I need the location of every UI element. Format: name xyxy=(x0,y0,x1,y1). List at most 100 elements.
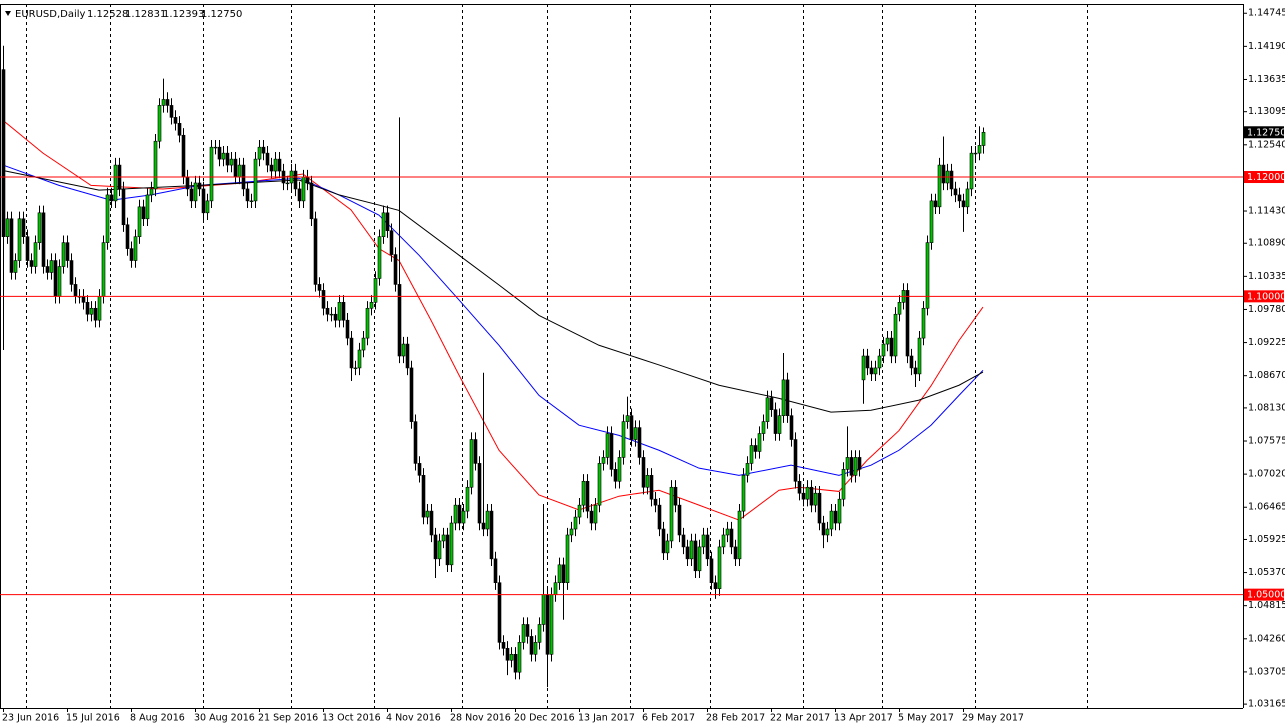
candle-body xyxy=(753,445,758,452)
candle-body xyxy=(981,131,986,146)
candle-body xyxy=(337,302,342,321)
candle-body xyxy=(425,510,430,518)
candle-body xyxy=(409,367,414,422)
candle-body xyxy=(501,642,506,649)
candle-body xyxy=(433,534,438,560)
candle-body xyxy=(885,337,890,345)
candle-body xyxy=(725,528,730,536)
candle-body xyxy=(225,152,230,166)
candle-body xyxy=(341,302,346,321)
candle-body xyxy=(913,367,918,375)
candle-body xyxy=(489,510,494,560)
candle-body xyxy=(921,307,926,339)
candle-body xyxy=(661,528,666,554)
low-label: 1.12393 xyxy=(163,9,204,20)
candle-body xyxy=(25,236,30,261)
candle-body xyxy=(477,463,482,524)
candle-body xyxy=(637,427,642,458)
price-label: 1.12750 xyxy=(1247,127,1285,138)
candle-body xyxy=(533,642,538,655)
y-tick-label: 1.09780 xyxy=(1248,304,1285,315)
candle-body xyxy=(505,648,510,661)
candle-body xyxy=(601,457,606,464)
menu-arrow[interactable] xyxy=(5,11,11,16)
candle-body xyxy=(961,200,966,208)
candle-body xyxy=(353,367,358,370)
candle-body xyxy=(21,218,26,237)
candle-body xyxy=(473,439,478,464)
candle-body xyxy=(461,510,466,524)
candle-body xyxy=(617,457,622,482)
candle-body xyxy=(397,284,402,357)
candle-body xyxy=(593,504,598,524)
candle-body xyxy=(173,117,178,124)
candle-body xyxy=(1,69,6,237)
candle-body xyxy=(817,492,822,524)
candle-body xyxy=(113,164,118,202)
candle-body xyxy=(493,558,498,584)
candle-body xyxy=(737,510,742,560)
symbol-label: EURUSD,Daily xyxy=(15,9,86,20)
candle-body xyxy=(485,510,490,530)
x-tick-label: 4 Nov 2016 xyxy=(386,713,441,724)
candle-body xyxy=(65,242,70,261)
candle-body xyxy=(429,510,434,536)
candle-body xyxy=(217,146,222,160)
candle-body xyxy=(325,307,330,315)
y-tick-label: 1.13635 xyxy=(1248,74,1285,85)
candle-body xyxy=(645,475,650,488)
candle-body xyxy=(389,230,394,255)
candle-body xyxy=(721,534,726,548)
y-tick-label: 1.12540 xyxy=(1248,139,1285,150)
candle-body xyxy=(665,540,670,554)
candle-body xyxy=(953,188,958,196)
candle-body xyxy=(301,176,306,202)
candle-body xyxy=(441,534,446,542)
candle-body xyxy=(749,445,754,464)
candle-body xyxy=(249,200,254,202)
candle-body xyxy=(221,152,226,160)
candle-body xyxy=(545,594,550,655)
candle-body xyxy=(541,594,546,625)
y-tick-label: 1.07575 xyxy=(1248,436,1285,447)
candle-body xyxy=(9,218,14,273)
candle-body xyxy=(209,146,214,202)
x-tick-label: 23 Jun 2016 xyxy=(2,713,59,724)
candle-body xyxy=(125,224,130,249)
candle-body xyxy=(609,433,614,470)
candle-body xyxy=(681,534,686,548)
candle-body xyxy=(613,469,618,482)
candle-body xyxy=(897,302,902,315)
candle-body xyxy=(33,242,38,267)
candle-body xyxy=(57,266,62,297)
y-tick-label: 1.09225 xyxy=(1248,337,1285,348)
candle-body xyxy=(733,546,738,560)
candle-body xyxy=(561,564,566,584)
candle-body xyxy=(29,260,34,267)
candle-body xyxy=(445,534,450,566)
candle-body xyxy=(97,296,102,321)
candle-body xyxy=(669,486,674,542)
candle-body xyxy=(789,415,794,440)
candle-body xyxy=(829,510,834,530)
candle-body xyxy=(977,145,982,154)
candle-body xyxy=(345,319,350,339)
candle-body xyxy=(273,158,278,172)
candle-body xyxy=(881,343,886,357)
y-tick-label: 1.11430 xyxy=(1248,206,1285,217)
candle-body xyxy=(269,164,274,172)
candle-body xyxy=(717,546,722,589)
candle-body xyxy=(577,504,582,518)
candle-body xyxy=(13,260,18,273)
candle-body xyxy=(513,654,518,673)
candle-body xyxy=(193,182,198,202)
candle-body xyxy=(373,278,378,303)
candle-body xyxy=(585,480,590,512)
candle-body xyxy=(169,105,174,118)
x-tick-label: 13 Jan 2017 xyxy=(578,713,635,724)
candle-body xyxy=(693,540,698,572)
candle-body xyxy=(197,182,202,190)
candle-body xyxy=(177,123,182,136)
